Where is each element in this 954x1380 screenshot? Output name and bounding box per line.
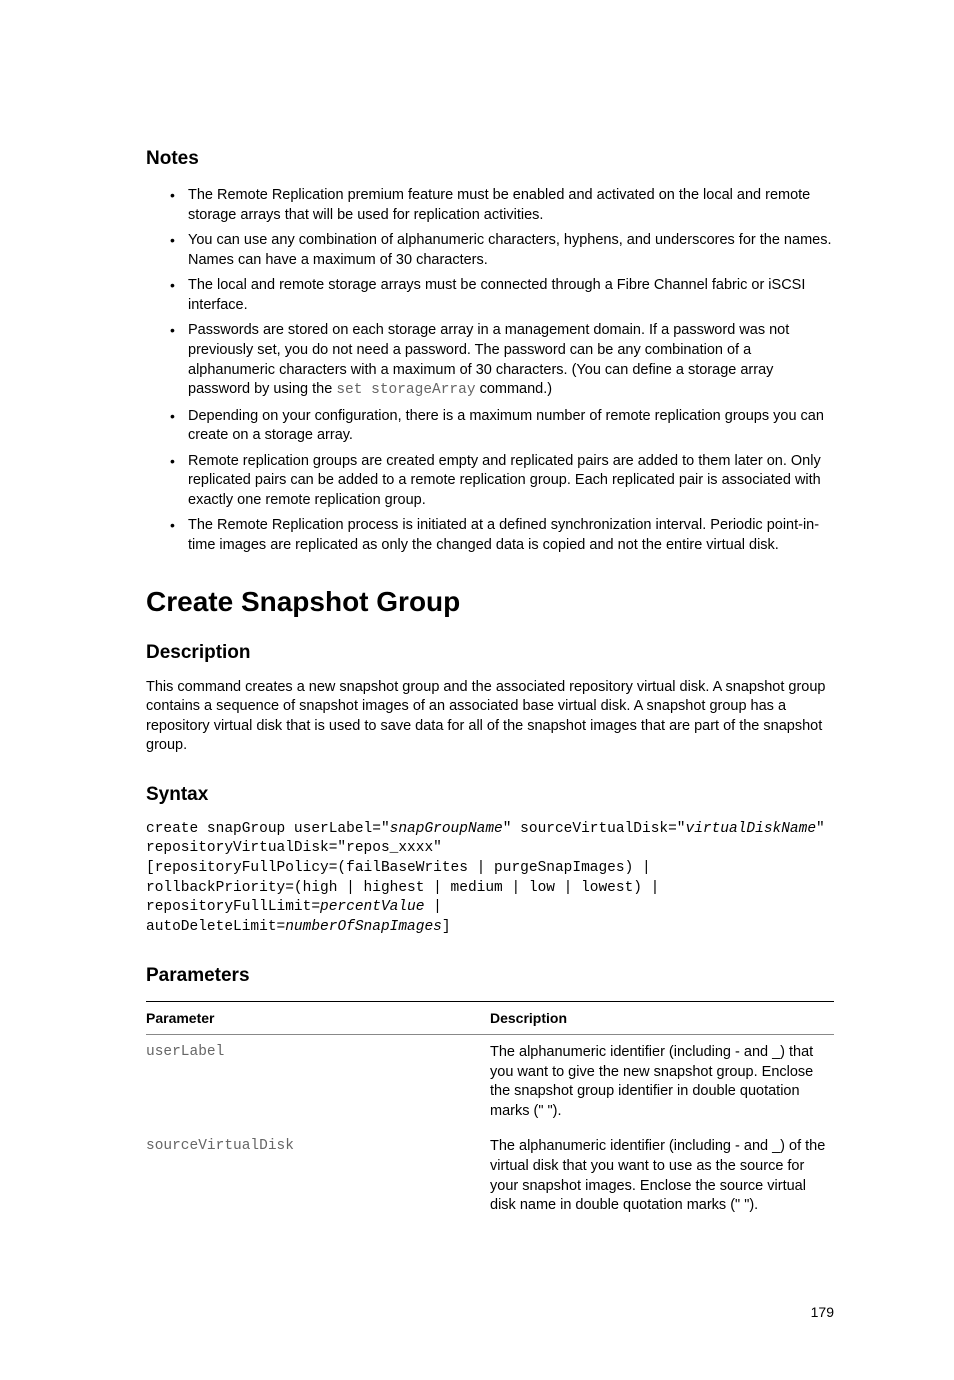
table-row: sourceVirtualDisk The alphanumeric ident… [146,1129,834,1223]
param-name: sourceVirtualDisk [146,1129,490,1223]
notes-heading: Notes [146,148,834,170]
description-heading: Description [146,642,834,664]
page-number: 179 [146,1304,834,1320]
notes-list: The Remote Replication premium feature m… [146,186,834,556]
notes-item: The Remote Replication process is initia… [188,516,834,555]
code-text: " [816,821,825,837]
notes-item: You can use any combination of alphanume… [188,231,834,270]
code-italic: numberOfSnapImages [285,919,442,935]
param-desc: The alphanumeric identifier (including -… [490,1129,834,1223]
param-name: userLabel [146,1035,490,1130]
notes-item: Passwords are stored on each storage arr… [188,321,834,400]
code-italic: virtualDiskName [686,821,817,837]
code-text: | [424,899,441,915]
code-text: " sourceVirtualDisk=" [503,821,686,837]
syntax-heading: Syntax [146,784,834,806]
parameters-heading: Parameters [146,965,834,987]
code-text: ] [442,919,451,935]
description-text: This command creates a new snapshot grou… [146,678,834,756]
code-text: rollbackPriority=(high | highest | mediu… [146,880,659,896]
notes-item: Remote replication groups are created em… [188,452,834,511]
notes-item: The Remote Replication premium feature m… [188,186,834,225]
param-desc: The alphanumeric identifier (including -… [490,1035,834,1130]
table-header-description: Description [490,1002,834,1035]
notes-item-tail: command.) [476,381,553,397]
inline-code: set storageArray [336,382,475,398]
section-title: Create Snapshot Group [146,586,834,618]
code-text: [repositoryFullPolicy=(failBaseWrites | … [146,860,651,876]
code-italic: snapGroupName [390,821,503,837]
table-header-parameter: Parameter [146,1002,490,1035]
code-text: repositoryVirtualDisk="repos_xxxx" [146,840,442,856]
notes-item: The local and remote storage arrays must… [188,276,834,315]
code-text: create snapGroup userLabel=" [146,821,390,837]
syntax-code: create snapGroup userLabel="snapGroupNam… [146,820,834,937]
table-row: userLabel The alphanumeric identifier (i… [146,1035,834,1130]
code-text: autoDeleteLimit= [146,919,285,935]
notes-item: Depending on your configuration, there i… [188,407,834,446]
code-text: repositoryFullLimit= [146,899,320,915]
table-header-row: Parameter Description [146,1002,834,1035]
page-content: Notes The Remote Replication premium fea… [0,0,954,1380]
parameters-table: Parameter Description userLabel The alph… [146,1001,834,1224]
code-italic: percentValue [320,899,424,915]
